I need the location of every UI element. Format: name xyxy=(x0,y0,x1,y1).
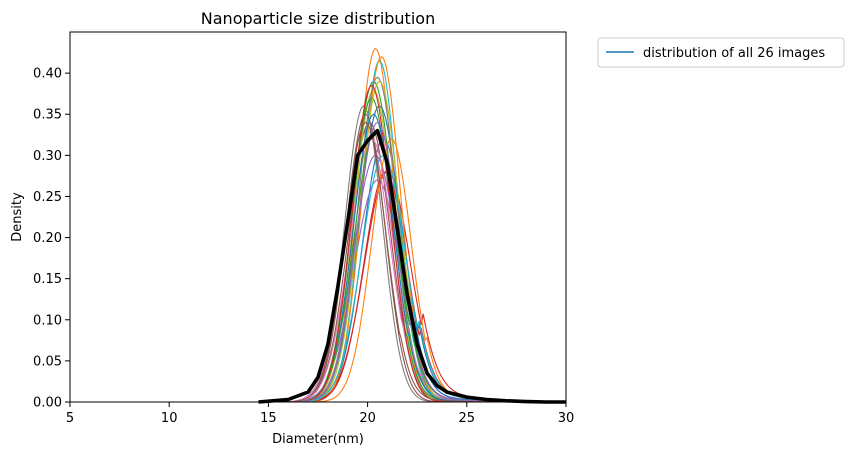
legend-entry-label: distribution of all 26 images xyxy=(643,46,825,61)
y-axis-label: Density xyxy=(10,192,25,242)
mean-distribution-line xyxy=(258,128,566,404)
mean-series-layer xyxy=(258,128,566,404)
x-axis: 5 10 15 20 25 30 xyxy=(66,402,574,426)
y-tick-label-0.25: 0.25 xyxy=(33,190,62,205)
chart-title: Nanoparticle size distribution xyxy=(201,9,435,28)
y-tick-label-0.10: 0.10 xyxy=(33,313,62,328)
y-tick-label-0.30: 0.30 xyxy=(33,149,62,164)
x-tick-label-10: 10 xyxy=(161,411,178,426)
x-tick-label-25: 25 xyxy=(459,411,476,426)
y-tick-label-0.40: 0.40 xyxy=(33,67,62,82)
x-axis-label: Diameter(nm) xyxy=(272,432,364,447)
legend: distribution of all 26 images xyxy=(597,37,845,68)
y-tick-label-0.05: 0.05 xyxy=(33,354,62,369)
x-tick-label-20: 20 xyxy=(359,411,376,426)
y-axis: 0.00 0.05 0.10 0.15 0.20 0.25 0.30 0.35 0.40 xyxy=(33,67,70,411)
y-tick-label-0.15: 0.15 xyxy=(33,272,62,287)
x-tick-label-30: 30 xyxy=(558,411,575,426)
plot-frame xyxy=(69,31,567,403)
y-tick-label-0.00: 0.00 xyxy=(33,396,62,411)
y-tick-label-0.35: 0.35 xyxy=(33,108,62,123)
y-tick-label-0.20: 0.20 xyxy=(33,231,62,246)
legend-box xyxy=(597,37,845,68)
x-tick-label-5: 5 xyxy=(66,411,74,426)
series-layer xyxy=(258,47,566,403)
x-tick-label-15: 15 xyxy=(260,411,277,426)
